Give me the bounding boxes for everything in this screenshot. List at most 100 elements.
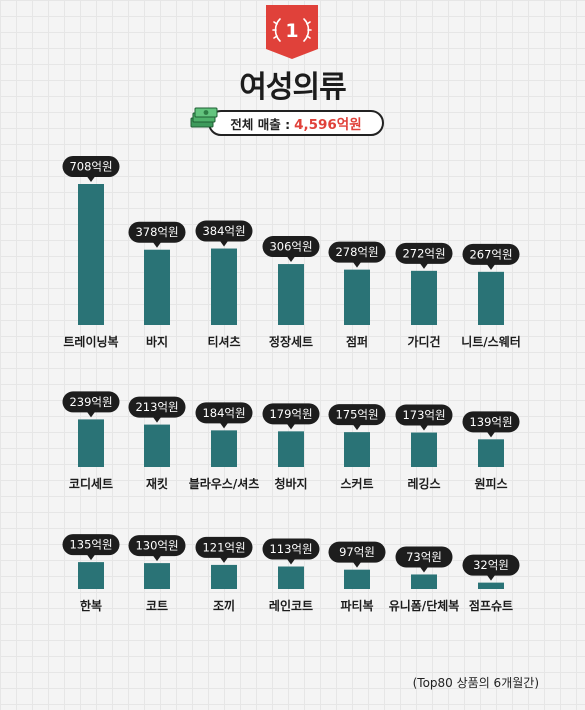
- value-label-text: 139억원: [469, 415, 512, 429]
- category-label: 가디건: [407, 334, 440, 349]
- value-label-bg: [262, 236, 320, 258]
- bar: [278, 264, 304, 325]
- category-label: 코디세트: [69, 476, 113, 491]
- value-label-text: 135억원: [69, 538, 112, 552]
- value-label-bg: [128, 396, 186, 418]
- value-label-bg: [462, 554, 520, 576]
- category-label: 원피스: [474, 476, 507, 491]
- value-label-bg: [195, 536, 253, 558]
- bar: [411, 432, 437, 467]
- total-sales-label: 전체 매출 :: [230, 116, 291, 132]
- bar: [344, 569, 370, 589]
- value-label: 278억원: [328, 241, 386, 268]
- value-label-bg: [462, 411, 520, 433]
- value-label-text: 239억원: [69, 395, 112, 409]
- value-label-text: 73억원: [406, 550, 442, 564]
- value-label-text: 32억원: [473, 558, 509, 572]
- bar: [278, 431, 304, 467]
- bar: [478, 439, 504, 467]
- bar: [344, 269, 370, 325]
- value-label-bg: [262, 538, 320, 560]
- category-label: 레깅스: [407, 476, 440, 491]
- value-label-text: 173억원: [402, 408, 445, 422]
- money-stack-icon: [190, 107, 218, 128]
- value-label-pointer: [487, 431, 495, 438]
- value-label-bg: [128, 535, 186, 557]
- bar: [78, 184, 104, 325]
- value-label-bg: [195, 402, 253, 424]
- value-label: 73억원: [395, 546, 453, 573]
- category-label: 파티복: [340, 598, 373, 613]
- value-label-pointer: [153, 242, 161, 248]
- value-label-text: 121억원: [202, 540, 245, 554]
- value-label-bg: [128, 221, 186, 243]
- value-label-pointer: [153, 417, 161, 423]
- category-label: 블라우스/셔츠: [189, 476, 260, 491]
- value-label: 113억원: [262, 538, 320, 565]
- category-label: 정장세트: [269, 334, 313, 349]
- value-label: 708억원: [62, 156, 120, 182]
- value-label-pointer: [287, 256, 295, 263]
- category-label: 점퍼: [346, 334, 368, 349]
- value-label-pointer: [220, 422, 228, 429]
- value-label: 175억원: [328, 404, 386, 431]
- bar: [78, 419, 104, 467]
- value-label-pointer: [353, 424, 361, 431]
- value-label-pointer: [220, 557, 228, 563]
- value-label-pointer: [87, 554, 95, 561]
- value-label-pointer: [87, 176, 95, 182]
- footnote: (Top80 상품의 6개월간): [412, 676, 539, 690]
- value-label-pointer: [353, 562, 361, 568]
- value-label-pointer: [287, 558, 295, 565]
- value-label-bg: [62, 534, 120, 556]
- category-label: 니트/스웨터: [461, 334, 521, 349]
- value-label: 184억원: [195, 402, 253, 429]
- value-label-bg: [462, 243, 520, 265]
- value-label-pointer: [420, 263, 428, 269]
- category-label: 한복: [80, 598, 102, 613]
- bar: [144, 424, 170, 467]
- value-label-pointer: [287, 423, 295, 430]
- value-label: 213억원: [128, 396, 186, 423]
- value-label: 139억원: [462, 411, 520, 438]
- ribbon-shape: [266, 5, 318, 59]
- bar: [478, 271, 504, 325]
- category-label: 바지: [146, 334, 168, 349]
- value-label-text: 113억원: [269, 542, 312, 556]
- value-label: 239억원: [62, 391, 120, 418]
- bar: [411, 574, 437, 589]
- category-label: 스커트: [340, 476, 373, 491]
- value-label-text: 384억원: [202, 224, 245, 238]
- value-label-pointer: [487, 575, 495, 581]
- bar: [278, 566, 304, 589]
- value-label: 179억원: [262, 403, 320, 430]
- bar: [144, 249, 170, 325]
- value-label-text: 278억원: [335, 245, 378, 259]
- value-label: 97억원: [328, 541, 386, 568]
- value-label: 272억원: [395, 242, 453, 269]
- value-label-pointer: [420, 425, 428, 431]
- value-label: 135억원: [62, 534, 120, 561]
- page-title: 여성의류: [239, 70, 346, 105]
- value-label-bg: [328, 404, 386, 426]
- value-label-pointer: [420, 566, 428, 573]
- value-label-bg: [395, 404, 453, 426]
- value-label-bg: [328, 241, 386, 263]
- bar: [344, 432, 370, 467]
- value-label: 130억원: [128, 535, 186, 562]
- value-label-bg: [62, 391, 120, 413]
- category-label: 조끼: [213, 598, 235, 613]
- value-label: 32억원: [462, 554, 520, 581]
- value-label-text: 306억원: [269, 240, 312, 254]
- bar: [211, 430, 237, 467]
- value-label-pointer: [87, 411, 95, 418]
- category-label: 점프슈트: [469, 598, 513, 613]
- category-label: 티셔츠: [207, 334, 240, 349]
- value-label-text: 175억원: [335, 408, 378, 422]
- value-label-text: 184억원: [202, 406, 245, 420]
- value-label-pointer: [153, 555, 161, 562]
- value-label-pointer: [220, 241, 228, 247]
- bar: [144, 563, 170, 589]
- bar: [211, 564, 237, 589]
